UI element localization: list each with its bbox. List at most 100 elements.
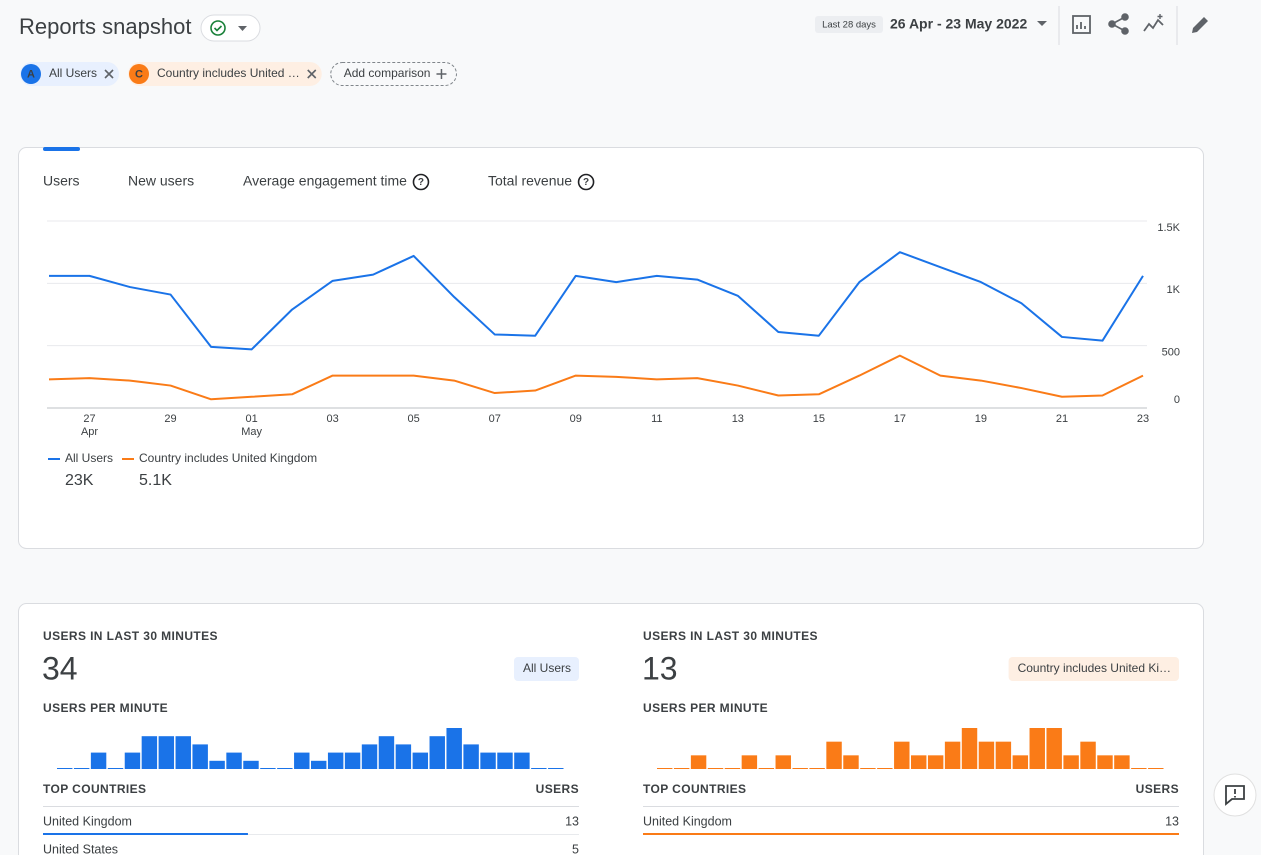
comparison-chip[interactable]: A All Users [20,62,120,86]
insights-icon[interactable] [1143,14,1164,32]
bar [226,752,242,769]
edit-icon[interactable] [1192,17,1208,33]
country-share-bar [643,833,1179,835]
x-tick-label: 23 [1137,413,1149,425]
metric-tab[interactable]: New users [128,173,194,189]
add-comparison[interactable]: Add comparison [330,62,457,86]
bar [894,741,910,769]
bar [758,768,775,769]
legend-label: All Users [65,451,113,465]
help-icon-mark: ? [418,177,424,188]
chip-background [20,62,120,86]
chip-remove[interactable] [307,69,317,79]
chip-label: Country includes United … [157,66,300,80]
bar [277,768,293,769]
bar [995,741,1012,769]
bar [961,728,978,769]
segment-badge-label: Country includes United Ki… [1018,661,1171,675]
bar [158,736,175,769]
bar [73,768,90,769]
bar [809,768,825,769]
x-tick-label: 15 [813,413,825,425]
chip-badge [129,64,150,84]
chip-label: All Users [49,66,97,80]
feedback-button[interactable] [1213,773,1257,817]
x-tick-label: 07 [489,413,501,425]
bar [327,752,344,769]
help-icon [412,173,430,191]
bar [209,760,225,769]
share-icon[interactable] [1108,13,1129,35]
legend-item[interactable]: Country includes United Kingdom 5.1K [122,451,317,489]
bar [860,768,876,769]
bar [429,736,445,769]
y-tick-label: 500 [1162,347,1180,359]
metric-tab[interactable]: Average engagement time [243,173,407,189]
country-users: 5 [572,842,579,855]
x-tick-label: 01 [245,413,257,425]
segment-badge [513,657,579,681]
segment-badge [1008,657,1179,681]
x-tick-label: 27 [83,413,95,425]
series-line [49,251,1144,351]
bar [978,741,995,769]
y-tick-label: 0 [1174,394,1180,406]
country-share-bar [43,833,248,835]
legend-item[interactable]: All Users 23K [48,451,113,489]
user-count: 13 [642,650,678,686]
bar [1080,741,1096,769]
country-name[interactable]: United Kingdom [43,814,132,828]
date-dropdown[interactable] [1037,21,1047,26]
add-comparison-label: Add comparison [344,66,431,80]
bar [260,768,276,769]
date-range-label: Last 28 days [822,20,876,31]
x-tick-label: 21 [1056,413,1068,425]
chip-remove[interactable] [104,69,114,79]
bar [90,752,107,769]
metric-tab[interactable]: Total revenue [488,173,572,189]
date-range[interactable]: 26 Apr - 23 May 2022 [890,16,1027,32]
country-name[interactable]: United States [43,842,118,855]
bar [775,755,791,769]
bar [1063,755,1079,769]
add-comparison-border [330,62,457,86]
y-tick-label: 1.5K [1157,222,1180,234]
bar [344,752,361,769]
customize-icon[interactable] [1072,15,1091,34]
realtime-card [18,603,1204,855]
bar [548,768,564,769]
bar [826,741,842,769]
bar [877,768,893,769]
bar [707,768,724,769]
metric-tab[interactable]: Users [43,173,80,189]
bar [378,736,395,769]
legend-total: 23K [65,472,94,489]
bar [192,744,208,769]
help-icon [577,173,595,191]
y-tick-label: 1K [1167,284,1181,296]
bar [1046,728,1062,769]
bar [141,736,158,769]
status-chip[interactable] [200,14,261,42]
section-heading: USERS IN LAST 30 MINUTES [643,629,818,643]
bar [792,768,808,769]
bar [690,755,707,769]
x-tick-sublabel: May [241,426,262,438]
x-tick-label: 05 [408,413,420,425]
bar [1148,768,1164,769]
bar [1097,755,1113,769]
bar [843,755,859,769]
bar [311,760,327,769]
segment-badge-label: All Users [523,661,571,675]
help-icon-mark: ? [583,177,589,188]
x-tick-label: 13 [732,413,744,425]
bar [57,768,73,769]
x-tick-label: 19 [975,413,987,425]
bar [514,752,530,769]
chip-badge-letter: A [27,68,35,80]
bar [531,768,547,769]
comparison-chip[interactable]: C Country includes United … [128,62,322,86]
country-name[interactable]: United Kingdom [643,814,732,828]
x-tick-label: 03 [327,413,339,425]
